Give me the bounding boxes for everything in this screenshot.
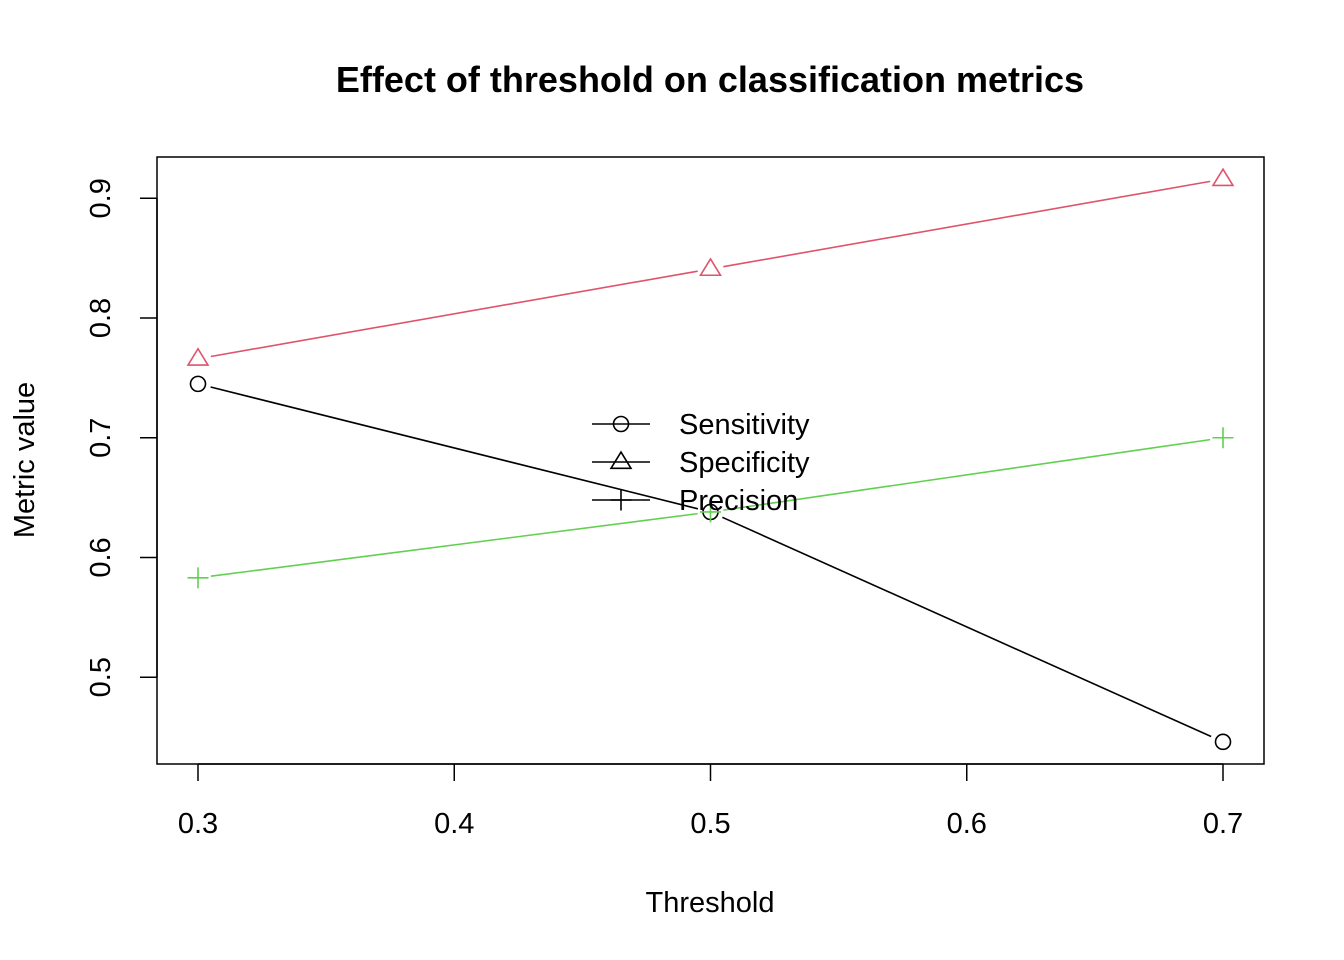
- specificity-segment: [723, 180, 1211, 268]
- sensitivity-point: [1214, 733, 1232, 751]
- specificity-point: [699, 257, 722, 277]
- precision-point: [1212, 427, 1234, 449]
- y-tick-label: 0.9: [85, 178, 117, 218]
- legend-marker-sensitivity: [612, 415, 630, 433]
- y-tick-label: 0.7: [85, 418, 117, 458]
- precision-segment: [723, 438, 1211, 511]
- sensitivity-segment: [722, 516, 1212, 738]
- x-tick-label: 0.5: [690, 808, 730, 840]
- series-specificity: [186, 167, 1235, 366]
- legend-label-sensitivity: Sensitivity: [679, 409, 810, 441]
- y-axis-label: Metric value: [9, 382, 41, 538]
- legend-item-sensitivity: Sensitivity: [592, 409, 810, 441]
- x-tick-label: 0.6: [947, 808, 987, 840]
- specificity-segment: [210, 270, 698, 358]
- specificity-point: [186, 347, 210, 366]
- chart-title: Effect of threshold on classification me…: [336, 59, 1084, 100]
- legend-marker-precision: [610, 489, 632, 511]
- legend-label-precision: Precision: [679, 485, 798, 517]
- y-axis: 0.5 0.6 0.7 0.8 0.9: [85, 178, 158, 697]
- precision-segment: [210, 512, 698, 577]
- sensitivity-segment: [210, 386, 699, 510]
- legend-item-precision: Precision: [592, 485, 798, 517]
- legend-label-specificity: Specificity: [679, 447, 810, 479]
- series-layer: [186, 167, 1235, 751]
- x-tick-label: 0.3: [178, 808, 218, 840]
- series-precision: [187, 427, 1234, 589]
- precision-point: [700, 501, 721, 523]
- specificity-point: [1211, 167, 1235, 187]
- sensitivity-point: [189, 375, 207, 393]
- y-tick-label: 0.6: [85, 537, 117, 577]
- legend-marker-specificity: [609, 450, 633, 470]
- precision-point: [187, 567, 209, 589]
- x-axis: 0.3 0.4 0.5 0.6 0.7: [178, 763, 1243, 840]
- legend-item-specificity: Specificity: [592, 447, 810, 479]
- y-tick-label: 0.8: [85, 298, 117, 338]
- x-axis-label: Threshold: [646, 887, 775, 919]
- y-tick-label: 0.5: [85, 657, 117, 697]
- legend: Sensitivity Specificity Precision: [592, 409, 810, 517]
- x-tick-label: 0.4: [434, 808, 474, 840]
- x-tick-label: 0.7: [1203, 808, 1243, 840]
